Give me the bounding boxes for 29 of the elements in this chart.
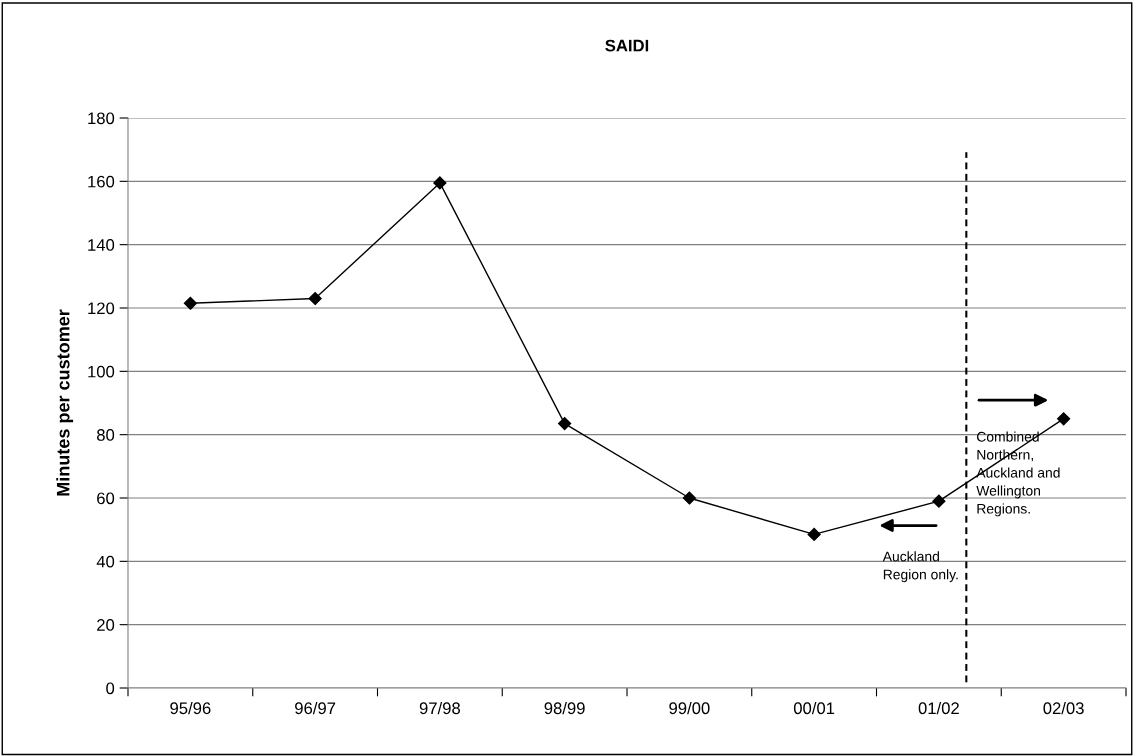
y-tick-label: 80 xyxy=(96,429,115,441)
y-tick-label: 120 xyxy=(88,302,115,315)
x-tick-label: 99/00 xyxy=(669,701,710,715)
y-tick-label: 60 xyxy=(97,492,115,505)
x-tick-label: 95/96 xyxy=(170,701,211,715)
point xyxy=(932,494,946,508)
x-tick-label: 02/03 xyxy=(1043,701,1084,715)
point xyxy=(1057,412,1071,426)
x-tick-label: 96/97 xyxy=(295,701,336,715)
chart-title: SAIDI xyxy=(605,39,649,52)
y-tick-label: 100 xyxy=(88,365,115,378)
point xyxy=(183,296,197,310)
annotation: Auckland Region only. xyxy=(882,551,958,583)
y-tick-label: 140 xyxy=(88,239,115,251)
y-tick-label: 20 xyxy=(97,619,115,631)
point xyxy=(433,176,447,190)
y-tick-label: 40 xyxy=(96,555,115,568)
y-tick-label: 0 xyxy=(106,682,115,695)
point xyxy=(682,491,696,505)
y-tick-label: 160 xyxy=(88,175,115,188)
x-tick-label: 01/02 xyxy=(918,701,959,715)
x-tick-label: 97/98 xyxy=(419,701,461,715)
x-tick-label: 00/01 xyxy=(793,701,835,715)
point xyxy=(308,291,322,306)
x-tick-label: 98/99 xyxy=(544,701,585,715)
point xyxy=(807,527,821,542)
point xyxy=(558,416,572,431)
y-axis-title: Minutes per customer xyxy=(56,309,74,496)
y-tick-label: 180 xyxy=(88,112,115,125)
